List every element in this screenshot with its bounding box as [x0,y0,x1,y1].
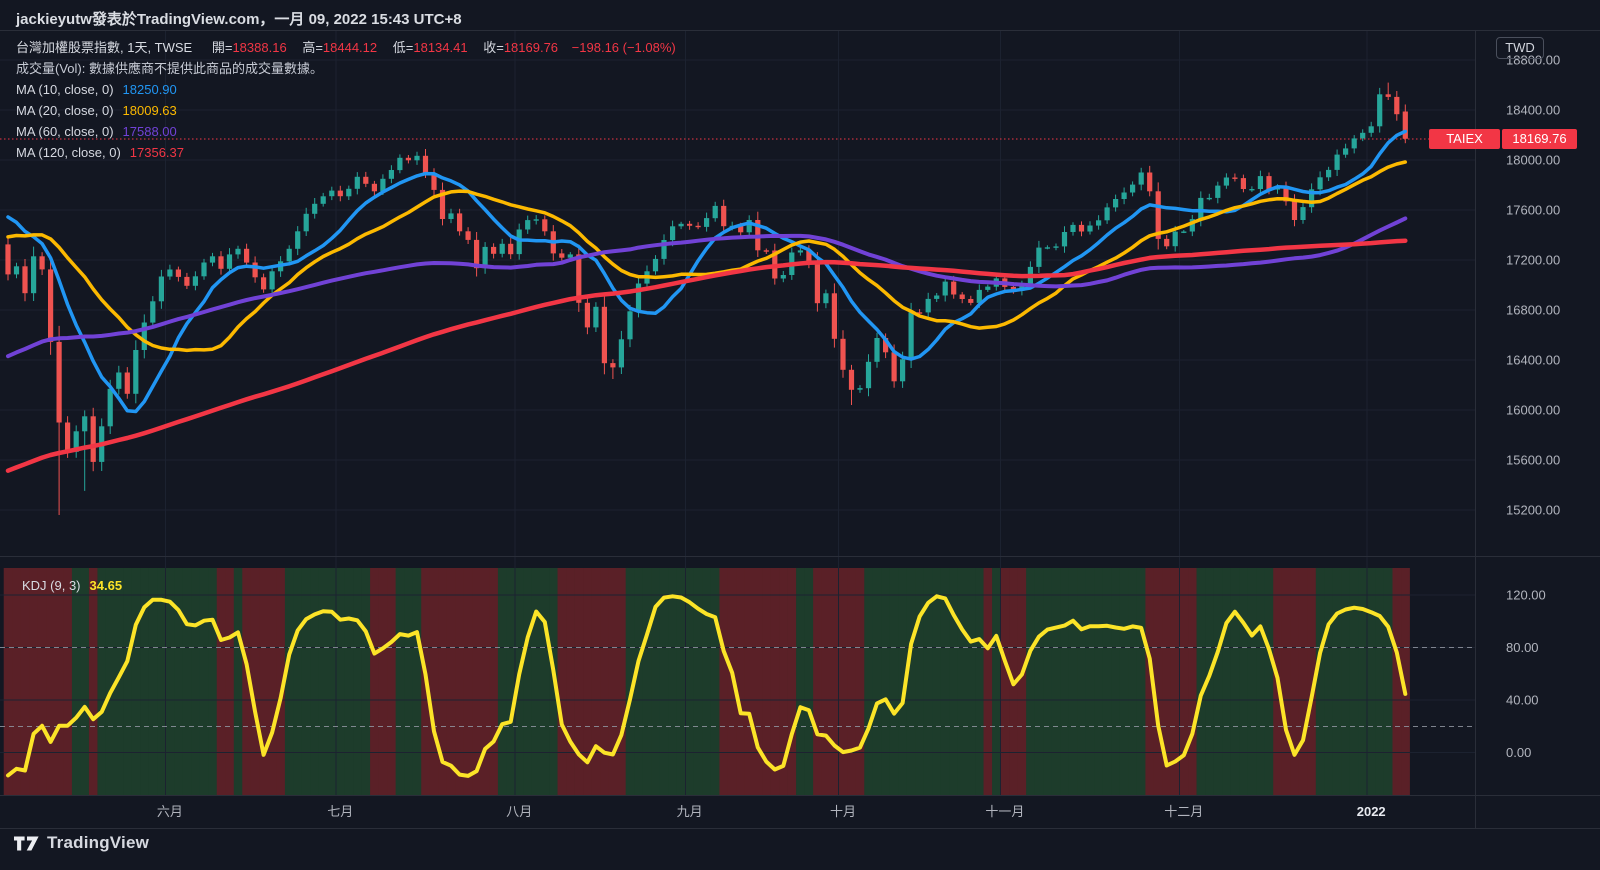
svg-text:15600.00: 15600.00 [1506,453,1560,468]
brand-name[interactable]: TradingView [47,833,150,852]
svg-text:十二月: 十二月 [1164,804,1203,819]
ohlc-low: 低=18134.41 [392,40,468,55]
symbol-title[interactable]: 台灣加權股票指數, 1天, TWSE [16,40,193,55]
svg-text:八月: 八月 [506,804,532,819]
svg-text:0.00: 0.00 [1506,745,1531,760]
svg-text:40.00: 40.00 [1506,693,1539,708]
ohlc-open: 開=18388.16 [211,40,287,55]
ma10-row[interactable]: MA (10, close, 0) 18250.90 [16,82,177,97]
ma60-row[interactable]: MA (60, close, 0) 17588.00 [16,124,177,139]
svg-text:18000.00: 18000.00 [1506,153,1560,168]
currency-button[interactable]: TWD [1496,37,1544,59]
svg-text:十一月: 十一月 [985,804,1024,819]
volume-note: 成交量(Vol): 數據供應商不提供此商品的成交量數據。 [16,61,323,76]
svg-text:17200.00: 17200.00 [1506,253,1560,268]
svg-text:18800.00: 18800.00 [1506,53,1560,68]
ohlc-high: 高=18444.12 [302,40,378,55]
tradingview-logo-icon[interactable] [14,834,39,853]
symbol-badge: TAIEX [1429,129,1500,149]
svg-text:18400.00: 18400.00 [1506,103,1560,118]
svg-text:九月: 九月 [677,804,703,819]
chart-legend: 台灣加權股票指數, 1天, TWSE 開=18388.16 高=18444.12… [16,39,676,165]
svg-text:16800.00: 16800.00 [1506,303,1560,318]
svg-text:2022: 2022 [1357,804,1386,819]
last-price-badge: 18169.76 [1502,129,1577,149]
publish-info: jackieyutw發表於TradingView.com，一月 09, 2022… [16,8,462,29]
svg-text:七月: 七月 [327,804,353,819]
kdj-legend[interactable]: KDJ (9, 3) 34.65 [22,578,123,593]
svg-text:120.00: 120.00 [1506,588,1546,603]
svg-text:80.00: 80.00 [1506,640,1539,655]
svg-text:十月: 十月 [830,804,856,819]
svg-text:17600.00: 17600.00 [1506,203,1560,218]
svg-text:六月: 六月 [157,804,183,819]
publish-byline: jackieyutw發表於TradingView.com，一月 09, 2022… [16,11,462,28]
symbol-legend-row: 台灣加權股票指數, 1天, TWSE 開=18388.16 高=18444.12… [16,39,676,56]
ma120-row[interactable]: MA (120, close, 0) 17356.37 [16,145,185,160]
ohlc-close: 收=18169.76 [483,40,559,55]
svg-text:15200.00: 15200.00 [1506,503,1560,518]
price-change: −198.16 (−1.08%) [571,40,676,55]
ma20-row[interactable]: MA (20, close, 0) 18009.63 [16,103,177,118]
footer: TradingView [14,833,149,853]
svg-text:16000.00: 16000.00 [1506,403,1560,418]
svg-text:16400.00: 16400.00 [1506,353,1560,368]
